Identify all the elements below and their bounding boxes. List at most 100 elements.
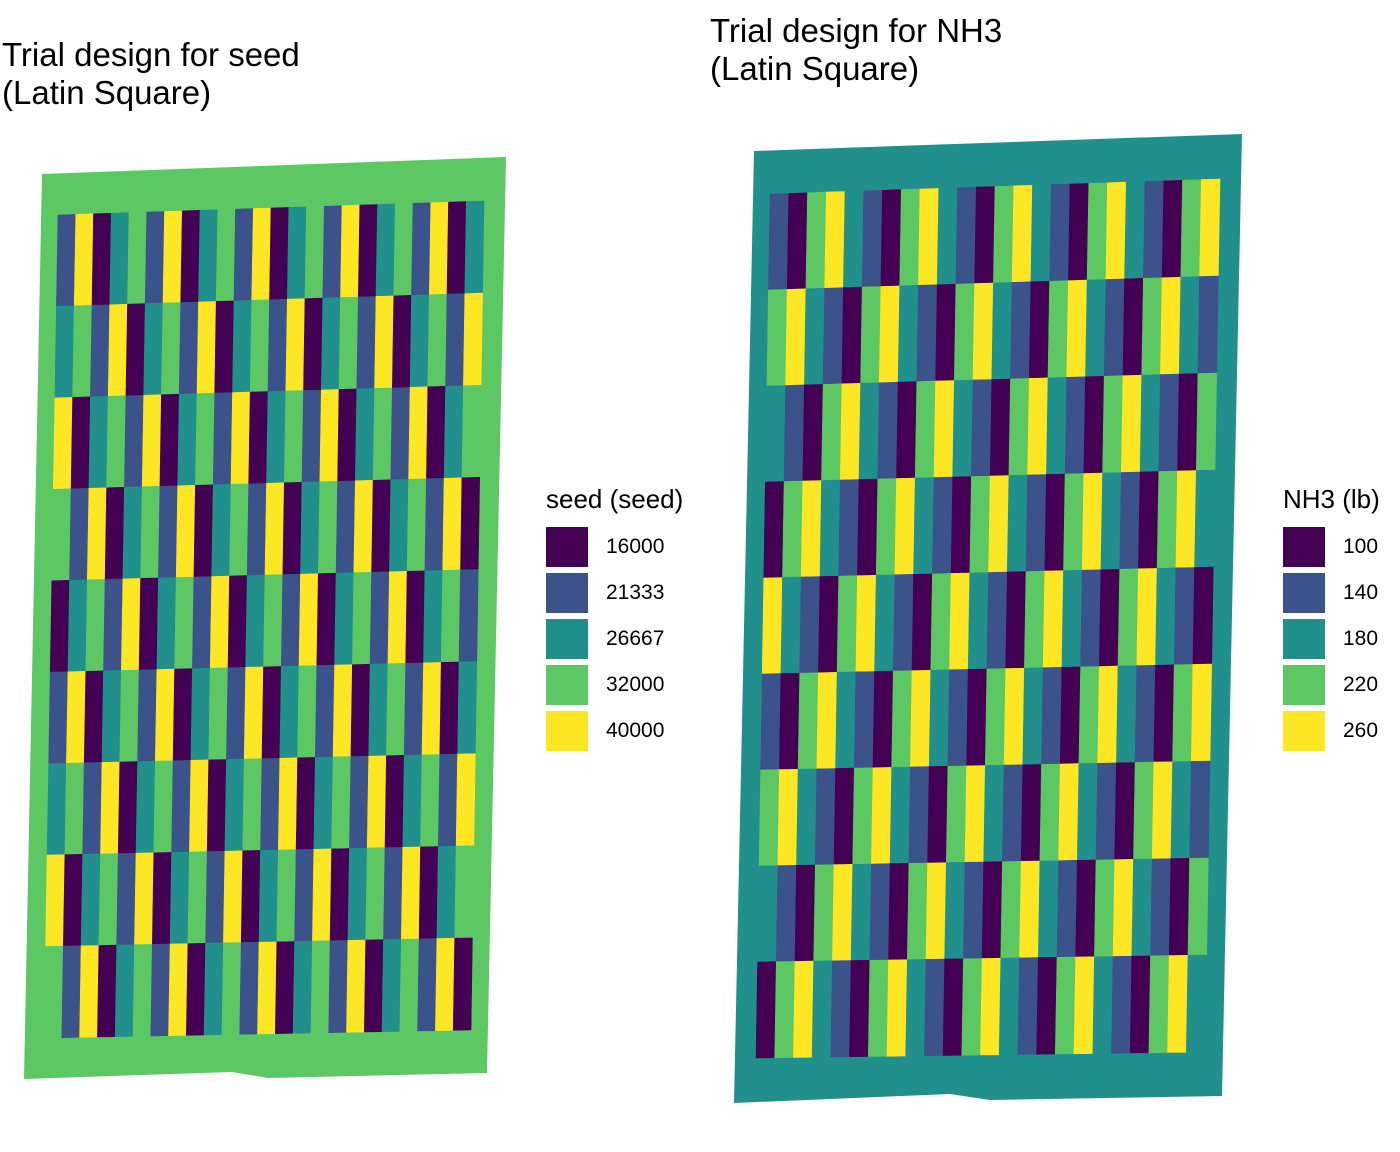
nh3-plot-cell [1030, 184, 1052, 283]
seed-plot-cell [141, 394, 162, 488]
seed-plot-cell [175, 484, 196, 578]
seed-legend-item: 32000 [546, 665, 664, 705]
seed-plot-cell [277, 757, 298, 851]
nh3-plot-cell [1199, 178, 1221, 277]
nh3-plot-cell [757, 865, 779, 963]
seed-plot-cell [282, 481, 303, 575]
seed-plot-cell [354, 388, 375, 482]
nh3-legend-label: 180 [1343, 627, 1379, 650]
nh3-plot-cell [874, 574, 896, 672]
nh3-plot-cell [1025, 474, 1047, 572]
nh3-plot-cell [1063, 473, 1085, 572]
nh3-plot-cell [1056, 859, 1078, 958]
nh3-plot-cell [1094, 859, 1116, 958]
nh3-plot-cell [1129, 955, 1151, 1054]
nh3-plot-cell [889, 766, 911, 865]
seed-legend-title: seed (seed) [546, 484, 684, 514]
nh3-plot-cell [1054, 956, 1077, 1055]
seed-plot-cell [251, 207, 272, 301]
seed-plot-cell [226, 666, 247, 760]
seed-legend-item: 40000 [546, 711, 664, 751]
nh3-plot-cell [984, 668, 1007, 766]
seed-plot-cell [409, 294, 430, 388]
seed-plot-cell [122, 486, 143, 580]
nh3-plot-cell [1061, 569, 1083, 668]
nh3-plot-cell [1119, 471, 1141, 570]
seed-plot-cell [263, 574, 284, 668]
nh3-plot-cell [1037, 860, 1059, 958]
seed-plot-cell [436, 845, 457, 939]
seed-plot-cell [49, 579, 70, 673]
nh3-plot-cell [1078, 666, 1100, 764]
seed-plot-cell [229, 483, 250, 577]
nh3-plot-cell [783, 384, 805, 482]
nh3-plot-cell [891, 670, 913, 768]
seed-plot-cell [46, 762, 67, 856]
nh3-plot-cell [841, 286, 863, 385]
nh3-plot-cell [1114, 762, 1136, 861]
nh3-plot-cell [849, 959, 871, 1058]
nh3-plot-cell [1044, 473, 1066, 572]
seed-plot-cell [144, 211, 165, 305]
seed-plot-cell [366, 755, 387, 849]
seed-plot-cell [242, 758, 263, 852]
nh3-plot-cell [878, 285, 901, 384]
seed-plot-cell [301, 389, 322, 483]
seed-chart-title: Trial design for seed (Latin Square) [2, 36, 300, 111]
seed-legend-swatch [546, 665, 588, 705]
nh3-plot-cell [1175, 470, 1197, 569]
seed-legend-label: 16000 [606, 535, 665, 558]
nh3-plot-cell [802, 384, 824, 482]
seed-plot-cell [88, 395, 109, 489]
seed-plot-cell [211, 483, 232, 577]
nh3-plot-cell [777, 768, 799, 867]
seed-plot-cell [205, 850, 226, 944]
nh3-plot-cell [786, 192, 808, 290]
nh3-plot-cell [1041, 666, 1063, 765]
seed-plot-cell [135, 760, 156, 854]
nh3-plot-cell [952, 379, 974, 478]
nh3-plot-cell [880, 189, 902, 287]
nh3-plot-cell [835, 671, 857, 769]
nh3-plot-cell [961, 958, 983, 1056]
nh3-plot-cell [1148, 955, 1170, 1054]
nh3-plot-cell [1161, 179, 1183, 279]
seed-plot-cell [371, 479, 392, 573]
seed-legend-swatch [546, 619, 588, 659]
nh3-plot-cell [1190, 663, 1213, 762]
seed-plot-cell [203, 942, 224, 1036]
nh3-plot-cell [933, 380, 955, 478]
seed-plot-cell [264, 482, 285, 576]
seed-plot-cell [178, 301, 199, 395]
nh3-plot-cell [1168, 857, 1190, 956]
seed-plot-cell [316, 572, 337, 666]
seed-plot-cell [387, 570, 408, 665]
seed-plot-cell [171, 759, 192, 853]
seed-plot-cell [187, 851, 208, 945]
nh3-plot-cell [1076, 762, 1099, 861]
nh3-plot-cell [1058, 763, 1080, 862]
nh3-plot-cell [1020, 764, 1042, 862]
seed-plot-cell [408, 386, 429, 480]
seed-plot-cell [406, 478, 427, 572]
seed-plot-cell [417, 938, 438, 1032]
seed-plot-cell [428, 201, 449, 296]
seed-plot-cell [274, 941, 295, 1035]
nh3-plot-cell [1139, 374, 1161, 473]
nh3-plot-cell [966, 668, 988, 767]
seed-plot-cell [455, 753, 476, 847]
nh3-plot-cell [953, 283, 975, 381]
seed-plot-cell [349, 755, 370, 849]
nh3-plot-cell [1039, 763, 1061, 862]
seed-plot-cell [62, 853, 84, 947]
seed-plot-cell [116, 852, 137, 946]
nh3-plot-cell [760, 673, 782, 771]
nh3-plot-cell [832, 863, 854, 962]
nh3-plot-cell [1160, 276, 1182, 375]
seed-plot-cell [232, 299, 253, 393]
nh3-plot-cell [908, 766, 930, 864]
nh3-plot-cell [816, 671, 838, 770]
nh3-plot-cell [1187, 857, 1209, 956]
seed-legend-label: 21333 [606, 581, 665, 604]
seed-plot-cell [446, 201, 467, 295]
